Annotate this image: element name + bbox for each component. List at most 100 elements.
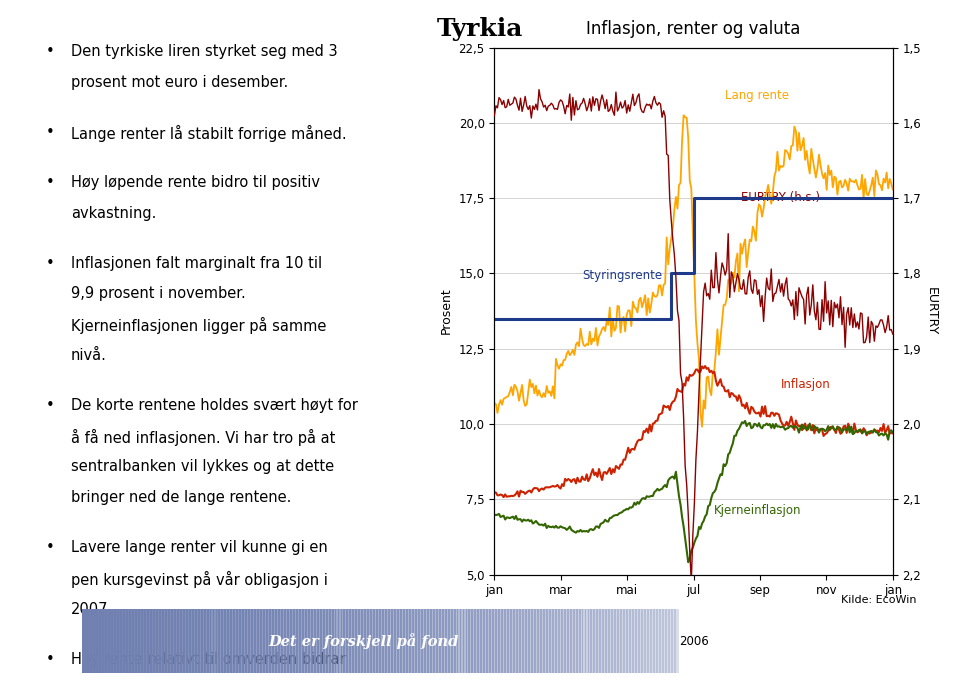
Bar: [192, 609, 197, 673]
Bar: [603, 609, 608, 673]
Bar: [484, 609, 489, 673]
Bar: [671, 609, 676, 673]
Bar: [590, 609, 595, 673]
Bar: [543, 609, 548, 673]
Bar: [150, 609, 155, 673]
Text: prosent mot euro i desember.: prosent mot euro i desember.: [71, 75, 288, 90]
Bar: [222, 609, 227, 673]
Bar: [242, 609, 248, 673]
Bar: [513, 609, 518, 673]
Bar: [209, 609, 214, 673]
Bar: [400, 609, 405, 673]
Bar: [123, 609, 129, 673]
Text: sentralbanken vil lykkes og at dette: sentralbanken vil lykkes og at dette: [71, 460, 334, 475]
Bar: [420, 609, 426, 673]
Bar: [463, 609, 468, 673]
Bar: [522, 609, 527, 673]
Bar: [338, 609, 343, 673]
Bar: [147, 609, 152, 673]
Bar: [162, 609, 167, 673]
Y-axis label: Prosent: Prosent: [440, 288, 453, 335]
Bar: [293, 609, 298, 673]
Bar: [555, 609, 560, 673]
Bar: [647, 609, 652, 673]
Bar: [314, 609, 319, 673]
Bar: [144, 609, 149, 673]
Bar: [90, 609, 95, 673]
Bar: [114, 609, 119, 673]
Bar: [328, 609, 333, 673]
Bar: [103, 609, 108, 673]
Bar: [120, 609, 125, 673]
Bar: [528, 609, 533, 673]
Bar: [93, 609, 99, 673]
Bar: [507, 609, 512, 673]
Text: Inflasjon: Inflasjon: [781, 378, 831, 391]
Bar: [212, 609, 217, 673]
Bar: [430, 609, 435, 673]
Bar: [620, 609, 625, 673]
Text: 2007.: 2007.: [71, 602, 113, 617]
Bar: [510, 609, 515, 673]
Bar: [182, 609, 188, 673]
Bar: [269, 609, 274, 673]
Bar: [638, 609, 643, 673]
Bar: [418, 609, 422, 673]
Bar: [108, 609, 113, 673]
Bar: [233, 609, 238, 673]
Text: 9,9 prosent i november.: 9,9 prosent i november.: [71, 286, 246, 301]
Text: EURTRY (h.s.): EURTRY (h.s.): [741, 191, 821, 204]
Bar: [168, 609, 173, 673]
Bar: [632, 609, 637, 673]
Bar: [487, 609, 492, 673]
Bar: [141, 609, 146, 673]
Bar: [614, 609, 619, 673]
Bar: [388, 609, 393, 673]
Bar: [276, 609, 280, 673]
Bar: [519, 609, 524, 673]
Title: Inflasjon, renter og valuta: Inflasjon, renter og valuta: [587, 20, 801, 37]
Bar: [606, 609, 611, 673]
Bar: [582, 609, 587, 673]
Bar: [391, 609, 396, 673]
Bar: [397, 609, 402, 673]
Bar: [572, 609, 578, 673]
Bar: [626, 609, 631, 673]
Bar: [96, 609, 102, 673]
Text: Lang rente: Lang rente: [726, 89, 789, 102]
Bar: [239, 609, 244, 673]
Bar: [272, 609, 276, 673]
Bar: [498, 609, 503, 673]
Bar: [177, 609, 181, 673]
Text: Det er forskjell på fond: Det er forskjell på fond: [269, 633, 459, 649]
Bar: [504, 609, 509, 673]
Bar: [132, 609, 137, 673]
Bar: [585, 609, 589, 673]
Bar: [281, 609, 286, 673]
Bar: [301, 609, 307, 673]
Bar: [82, 609, 86, 673]
Bar: [376, 609, 381, 673]
Bar: [561, 609, 565, 673]
Bar: [531, 609, 536, 673]
Bar: [474, 609, 479, 673]
Text: nivå.: nivå.: [71, 348, 107, 363]
Bar: [540, 609, 544, 673]
Bar: [159, 609, 164, 673]
Bar: [644, 609, 649, 673]
Bar: [249, 609, 253, 673]
Bar: [138, 609, 143, 673]
Text: Kjerneinflasjonen ligger på samme: Kjerneinflasjonen ligger på samme: [71, 317, 326, 334]
Bar: [317, 609, 322, 673]
Bar: [480, 609, 486, 673]
Bar: [165, 609, 170, 673]
Bar: [278, 609, 283, 673]
Bar: [653, 609, 658, 673]
Bar: [612, 609, 616, 673]
Bar: [228, 609, 232, 673]
Bar: [444, 609, 449, 673]
Y-axis label: EURTRY: EURTRY: [924, 287, 938, 335]
Text: Inflasjonen falt marginalt fra 10 til: Inflasjonen falt marginalt fra 10 til: [71, 256, 323, 271]
Bar: [373, 609, 378, 673]
Bar: [436, 609, 441, 673]
